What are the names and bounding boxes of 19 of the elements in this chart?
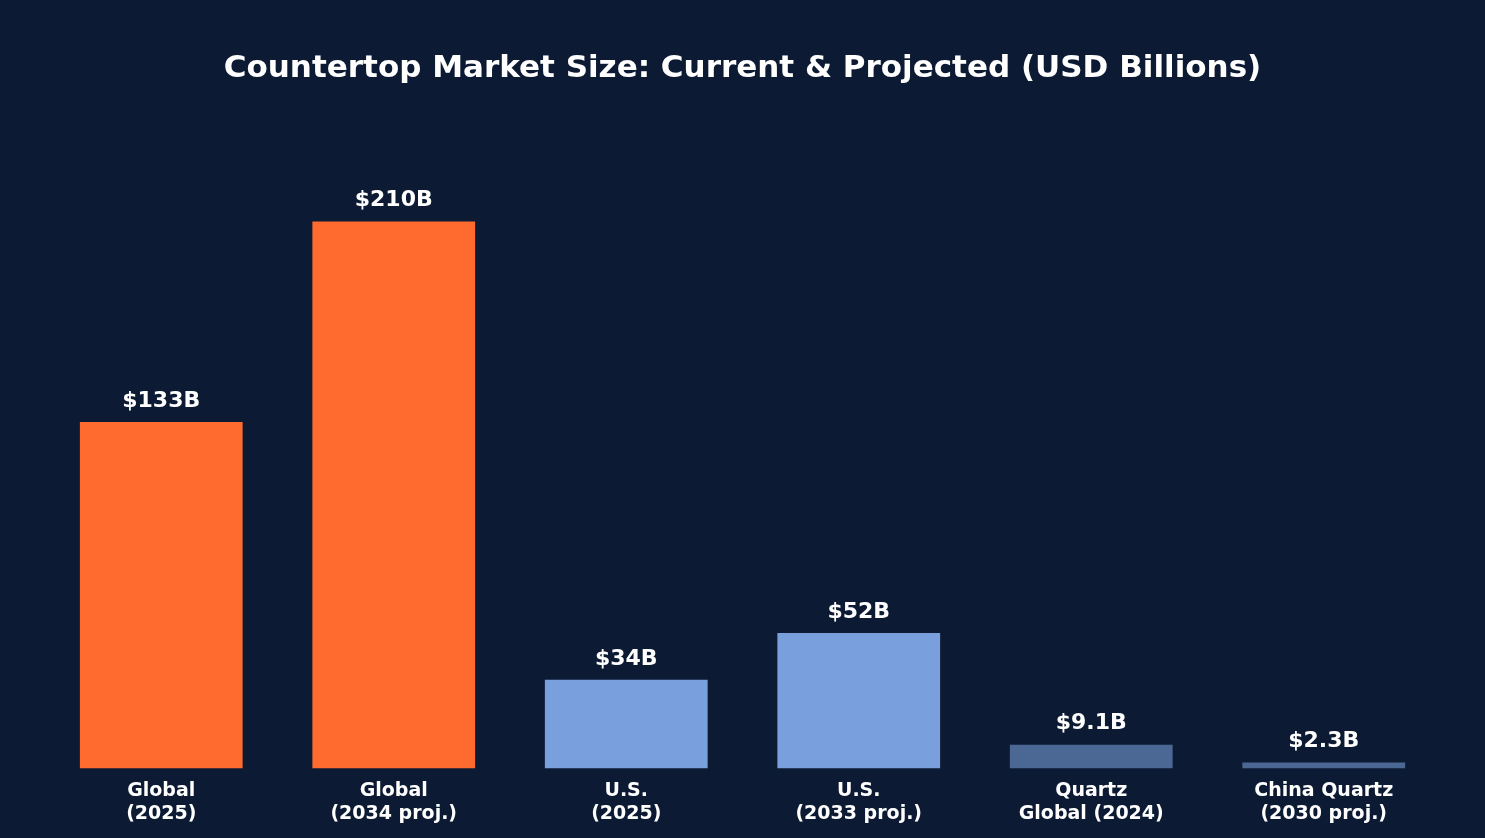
x-tick-label: China Quartz (2030 proj.) bbox=[1254, 777, 1394, 823]
x-tick-label: Global (2034 proj.) bbox=[330, 777, 458, 823]
bar bbox=[312, 221, 476, 769]
x-tick-label: U.S. (2033 proj.) bbox=[795, 777, 923, 823]
data-label: $2.3B bbox=[1288, 727, 1360, 753]
chart-title: Countertop Market Size: Current & Projected (USD Billions) bbox=[223, 47, 1262, 84]
data-label: $34B bbox=[594, 644, 658, 670]
bar bbox=[79, 421, 243, 769]
bar bbox=[544, 679, 708, 769]
data-label: $9.1B bbox=[1055, 709, 1127, 735]
data-label: $52B bbox=[827, 597, 891, 623]
x-tick-label: Quartz Global (2024) bbox=[1018, 777, 1164, 823]
bar bbox=[1009, 744, 1173, 769]
data-label: $210B bbox=[354, 186, 433, 212]
x-tick-label: Global (2025) bbox=[126, 777, 197, 823]
bar bbox=[777, 632, 941, 769]
x-tick-label: U.S. (2025) bbox=[591, 777, 662, 823]
data-label: $133B bbox=[122, 386, 201, 412]
bar bbox=[1242, 762, 1406, 769]
